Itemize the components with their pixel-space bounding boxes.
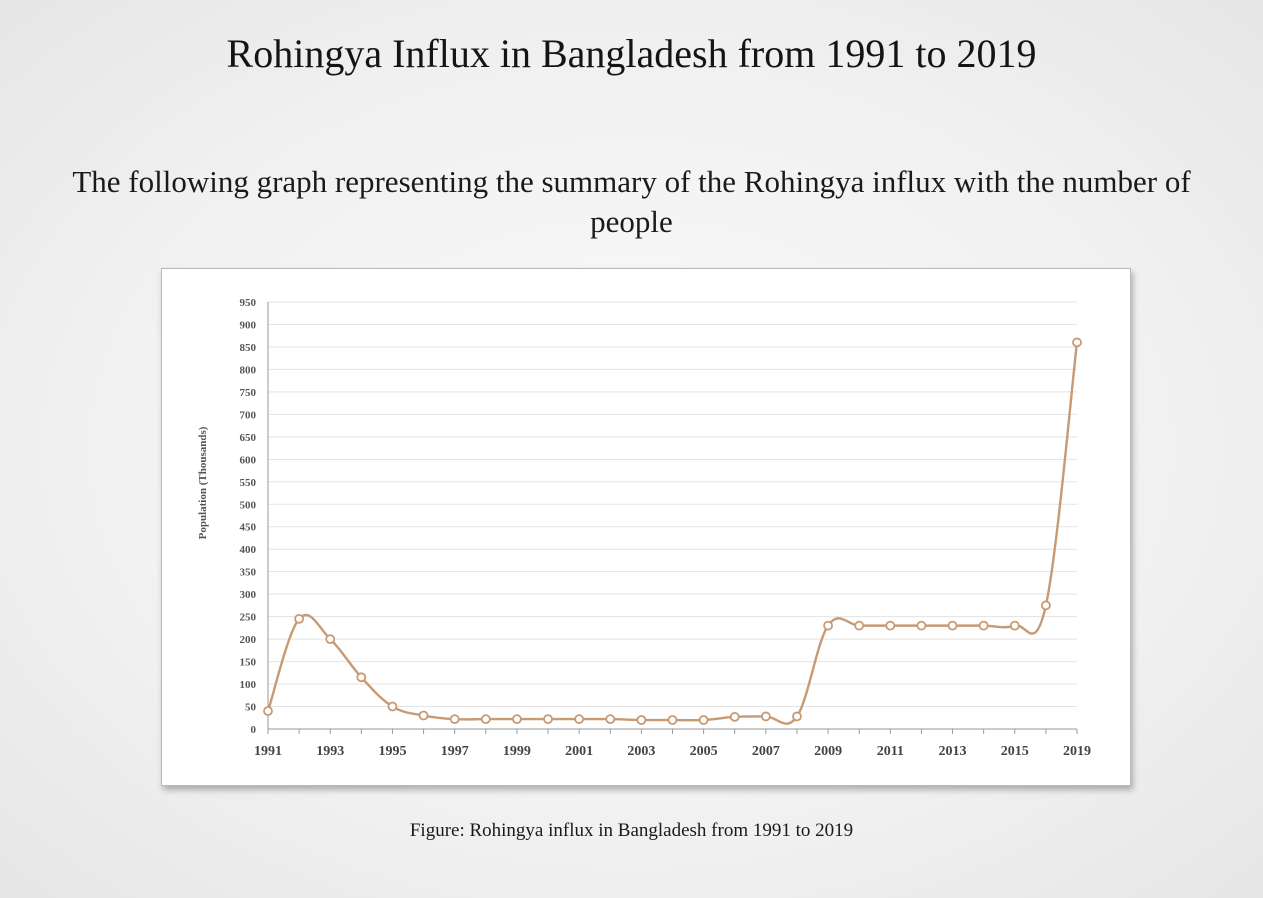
data-point [792, 711, 802, 722]
chart-frame: 0 50 100 150 200 250 300 350 400 450 500 550 600 650 7… [161, 268, 1131, 786]
x-tick-label: 2019 [1063, 744, 1091, 759]
y-tick-label: 350 [240, 567, 257, 579]
series-points-layer [263, 337, 1082, 725]
y-tick-label: 850 [240, 342, 257, 354]
y-tick-label: 550 [240, 477, 257, 489]
x-tick-label: 2007 [752, 744, 780, 759]
data-point [325, 634, 336, 645]
slide-title: Rohingya Influx in Bangladesh from 1991 … [226, 31, 1037, 76]
y-tick-label: 950 [240, 297, 257, 309]
data-point [947, 620, 958, 631]
series-line-layer [266, 342, 1079, 725]
y-tick-label: 500 [240, 499, 257, 511]
y-tick-label: 50 [245, 702, 257, 714]
data-point [294, 613, 305, 624]
data-point [636, 715, 647, 725]
y-tick-label: 200 [240, 634, 257, 646]
y-tick-label: 100 [240, 679, 257, 691]
data-point [823, 620, 833, 631]
y-tick-label: 900 [240, 319, 257, 331]
data-point [916, 620, 927, 631]
data-point [729, 711, 740, 722]
y-tick-label: 450 [240, 522, 257, 534]
y-tick-label: 150 [240, 657, 257, 669]
series-line [266, 342, 1079, 725]
x-tick-label: 1991 [254, 744, 282, 759]
data-point [543, 714, 553, 725]
x-tick-label: 1993 [316, 744, 344, 759]
data-point [760, 711, 771, 722]
y-tick-label: 650 [240, 432, 257, 444]
y-tick-label: 600 [240, 454, 257, 466]
axis-layer [267, 302, 1078, 734]
data-point [978, 620, 989, 631]
y-tick-label: 750 [240, 387, 257, 399]
y-tick-label: 300 [240, 589, 257, 601]
data-point [885, 620, 896, 631]
data-point [356, 672, 367, 683]
x-tick-label: 2011 [877, 744, 904, 759]
slide-subtitle: The following graph representing the sum… [72, 164, 1191, 239]
data-point [449, 714, 460, 725]
x-tick-label: 1999 [503, 744, 531, 759]
line-chart: 0 50 100 150 200 250 300 350 400 450 500 550 600 650 7… [197, 297, 1091, 759]
y-tick-labels: 0 50 100 150 200 250 300 350 400 450 500 550 600 650 7… [240, 297, 257, 736]
data-point [605, 714, 616, 725]
y-axis-label: Population (Thousands) [197, 426, 209, 539]
x-tick-label: 2009 [814, 744, 842, 759]
y-tick-label: 250 [240, 612, 257, 624]
x-tick-labels: 1991 1993 1995 1997 1999 2001 2003 2005 2007 2009… [254, 744, 1091, 759]
x-tick-label: 2005 [690, 744, 718, 759]
data-point [854, 620, 865, 631]
y-tick-label: 400 [240, 544, 257, 556]
y-tick-label: 800 [240, 364, 257, 376]
data-point [480, 714, 491, 725]
data-point [263, 706, 273, 716]
x-tick-label: 2003 [627, 744, 655, 759]
grid-layer [268, 301, 1077, 708]
data-point [1009, 620, 1020, 631]
data-point [698, 715, 709, 725]
x-tick-label: 1995 [378, 744, 406, 759]
data-point [512, 714, 522, 725]
x-tick-label: 2013 [939, 744, 967, 759]
x-tick-label: 2015 [1001, 744, 1029, 759]
data-point [1072, 337, 1082, 348]
y-tick-label: 0 [251, 724, 257, 736]
x-tick-label: 1997 [441, 744, 469, 759]
x-tick-label: 2001 [565, 744, 593, 759]
data-point [1040, 600, 1051, 611]
data-point [667, 715, 678, 725]
data-point [418, 710, 429, 721]
data-point [387, 701, 398, 712]
figure-caption: Figure: Rohingya influx in Bangladesh fr… [409, 820, 854, 841]
data-point [574, 714, 585, 725]
y-tick-label: 700 [240, 409, 257, 421]
